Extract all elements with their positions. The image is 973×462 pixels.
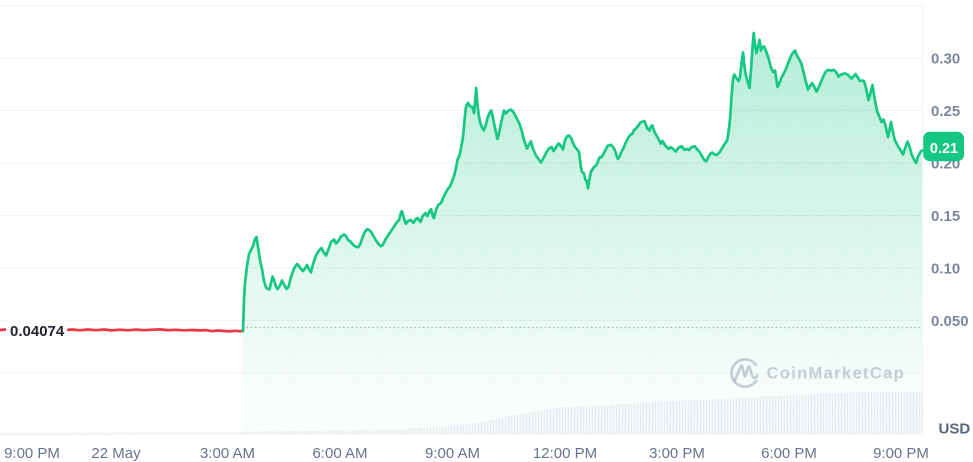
svg-text:9:00 PM: 9:00 PM xyxy=(4,445,60,462)
svg-text:6:00 AM: 6:00 AM xyxy=(312,445,367,462)
svg-text:22 May: 22 May xyxy=(91,445,141,462)
svg-text:6:00 PM: 6:00 PM xyxy=(761,445,817,462)
svg-text:USD: USD xyxy=(939,421,971,438)
svg-text:0.30: 0.30 xyxy=(931,51,960,68)
svg-text:3:00 AM: 3:00 AM xyxy=(200,445,255,462)
svg-text:3:00 PM: 3:00 PM xyxy=(649,445,705,462)
svg-text:0.15: 0.15 xyxy=(931,208,960,225)
svg-text:0.04074: 0.04074 xyxy=(10,323,65,340)
svg-text:0.10: 0.10 xyxy=(931,261,960,278)
svg-text:0.25: 0.25 xyxy=(931,103,960,120)
svg-text:0.21: 0.21 xyxy=(930,141,958,157)
svg-text:0.050: 0.050 xyxy=(931,313,969,330)
svg-text:12:00 PM: 12:00 PM xyxy=(533,445,597,462)
svg-text:9:00 AM: 9:00 AM xyxy=(425,445,480,462)
svg-text:CoinMarketCap: CoinMarketCap xyxy=(767,365,906,383)
svg-text:9:00 PM: 9:00 PM xyxy=(873,445,929,462)
